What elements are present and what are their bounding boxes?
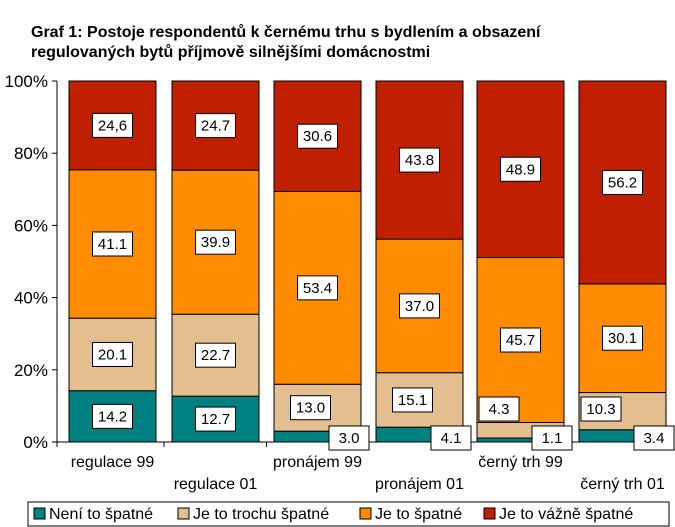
data-label: 4.1: [441, 430, 462, 447]
legend-swatch: [33, 507, 46, 520]
data-label-box: [297, 275, 338, 301]
x-category-label: černý trh 99: [478, 454, 563, 471]
data-label-box: [195, 406, 236, 432]
data-label-box: [195, 342, 236, 368]
x-category-label: regulace 99: [71, 454, 155, 471]
legend-swatch: [359, 507, 372, 520]
data-label-box: [290, 395, 331, 421]
data-label: 24,6: [98, 117, 127, 134]
data-label-box: [328, 425, 370, 451]
data-label-box: [195, 229, 236, 255]
data-label-box: [92, 403, 133, 429]
data-label-box: [195, 113, 236, 139]
legend-swatch: [177, 507, 190, 520]
data-label: 53.4: [303, 280, 332, 297]
data-label: 3.4: [644, 430, 665, 447]
legend-label: Není to špatné: [49, 506, 153, 523]
data-label-box: [92, 112, 133, 138]
data-label-box: [500, 327, 541, 353]
legend-swatch: [483, 507, 496, 520]
data-label: 20.1: [98, 346, 127, 363]
x-category-label: černý trh 01: [580, 476, 665, 493]
data-label-box: [399, 147, 440, 173]
data-label-box: [399, 293, 440, 319]
data-label: 48.9: [506, 161, 535, 178]
x-category-label: regulace 01: [174, 476, 258, 493]
data-label-box: [633, 425, 675, 451]
data-label-box: [92, 231, 133, 257]
data-label: 24.7: [201, 118, 230, 135]
chart-title-line-1: Graf 1: Postoje respondentů k černému tr…: [31, 24, 541, 41]
legend-label: Je to špatné: [375, 506, 462, 523]
data-label: 37.0: [405, 298, 434, 315]
y-tick-label: 0%: [23, 433, 48, 452]
data-label: 12.7: [201, 411, 230, 428]
y-tick-label: 60%: [14, 216, 48, 235]
y-tick-label: 20%: [14, 361, 48, 380]
data-label: 4.3: [489, 401, 510, 418]
data-label: 41.1: [98, 236, 127, 253]
data-label-box: [478, 396, 520, 422]
y-tick-label: 80%: [14, 144, 48, 163]
x-category-label: pronájem 01: [375, 476, 464, 493]
y-tick-label: 40%: [14, 289, 48, 308]
legend-label: Je to vážně špatné: [499, 506, 633, 523]
data-label-box: [430, 425, 472, 451]
data-label: 22.7: [201, 347, 230, 364]
data-label: 45.7: [506, 332, 535, 349]
y-tick-label: 100%: [5, 72, 48, 91]
data-label: 13.0: [296, 400, 325, 417]
data-label-box: [92, 341, 133, 367]
data-label: 56.2: [608, 174, 637, 191]
chart-title-line-2: regulovaných bytů příjmově silnějšími do…: [31, 44, 430, 61]
data-label: 10.3: [586, 401, 615, 418]
data-label: 14.2: [98, 408, 127, 425]
x-category-label: pronájem 99: [273, 454, 362, 471]
data-label-box: [500, 156, 541, 182]
data-label-box: [602, 169, 643, 195]
data-label-box: [531, 425, 573, 451]
data-label: 43.8: [405, 152, 434, 169]
data-label-box: [602, 325, 643, 351]
legend-box: [27, 501, 670, 527]
data-label-box: [297, 123, 338, 149]
data-label-box: [580, 396, 622, 422]
data-label: 1.1: [542, 430, 563, 447]
data-label: 39.9: [201, 234, 230, 251]
data-label: 3.0: [339, 430, 360, 447]
data-label: 30.6: [303, 128, 332, 145]
data-label: 15.1: [398, 392, 427, 409]
legend-label: Je to trochu špatné: [193, 506, 329, 523]
data-label-box: [392, 387, 433, 413]
data-label: 30.1: [608, 330, 637, 347]
